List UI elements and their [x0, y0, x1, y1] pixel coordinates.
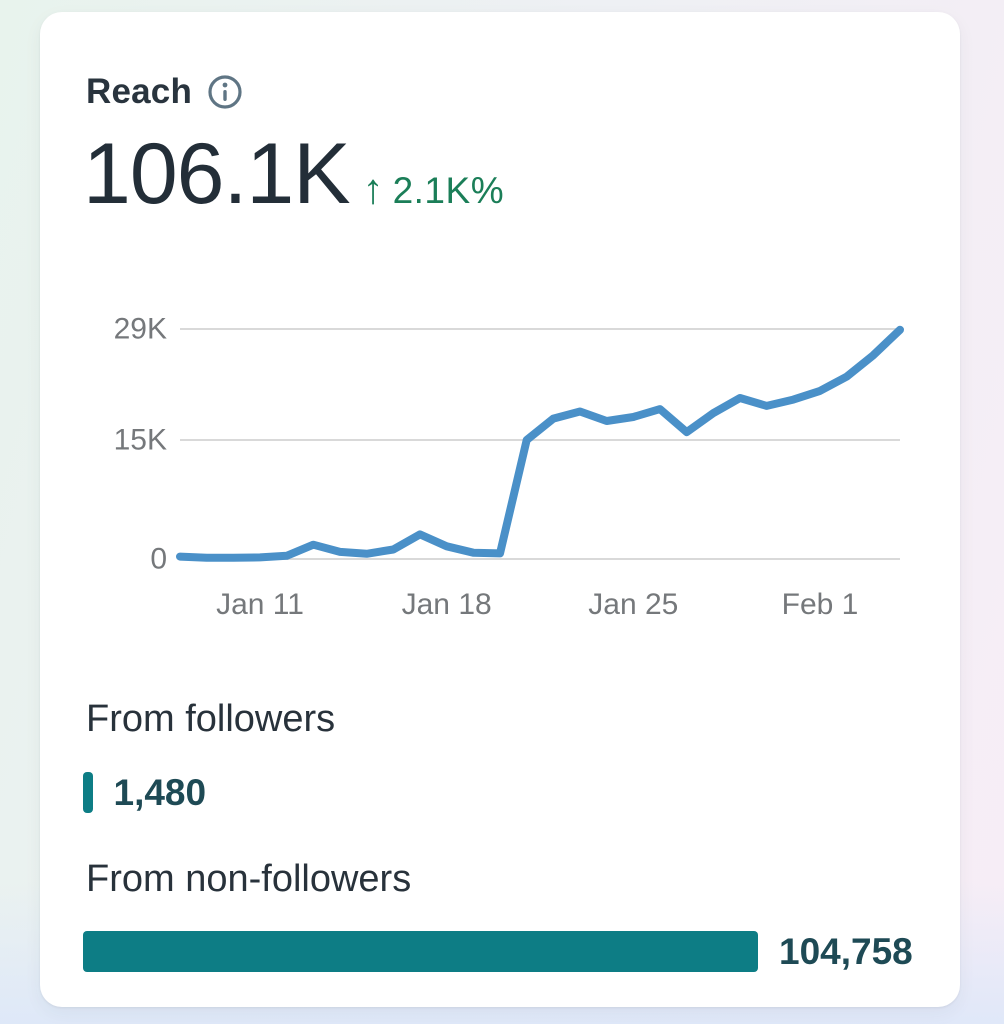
svg-text:29K: 29K	[114, 313, 167, 346]
card-title: Reach	[86, 72, 193, 111]
non-followers-bar-row: 104,758	[83, 931, 913, 972]
card-header: Reach	[86, 72, 243, 112]
reach-card: Reach 106.1K ↑ 2.1K% 29K 15K 0 Jan 11 Jan 18…	[40, 12, 960, 1007]
followers-label: From followers	[86, 698, 336, 740]
metric-change: ↑ 2.1K%	[363, 168, 505, 210]
svg-text:0: 0	[150, 543, 167, 576]
up-arrow-icon: ↑	[362, 165, 384, 212]
svg-text:Jan 25: Jan 25	[588, 588, 678, 621]
reach-line-chart: 29K 15K 0 Jan 11 Jan 18 Jan 25 Feb 1	[114, 313, 904, 621]
non-followers-label: From non-followers	[86, 858, 412, 900]
metric-value: 106.1K	[83, 126, 351, 222]
non-followers-value: 104,758	[779, 931, 913, 972]
svg-text:Jan 11: Jan 11	[216, 588, 304, 621]
info-icon[interactable]	[207, 74, 243, 110]
metric-change-value: 2.1K%	[392, 170, 505, 211]
non-followers-bar	[83, 931, 758, 972]
followers-value: 1,480	[113, 772, 207, 813]
svg-text:15K: 15K	[114, 424, 167, 457]
metric-row: 106.1K ↑ 2.1K%	[83, 131, 504, 217]
followers-bar	[83, 772, 93, 813]
followers-bar-row: 1,480	[83, 772, 206, 813]
svg-text:Jan 18: Jan 18	[402, 588, 492, 621]
svg-text:Feb 1: Feb 1	[782, 588, 859, 621]
